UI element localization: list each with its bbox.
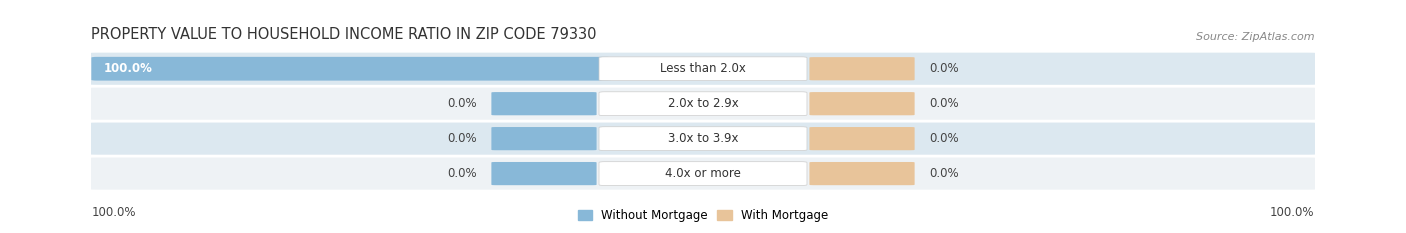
Text: 100.0%: 100.0%: [104, 62, 152, 75]
Legend: Without Mortgage, With Mortgage: Without Mortgage, With Mortgage: [574, 205, 832, 227]
Text: 0.0%: 0.0%: [929, 167, 959, 180]
FancyBboxPatch shape: [810, 57, 915, 80]
FancyBboxPatch shape: [491, 92, 596, 115]
FancyBboxPatch shape: [599, 57, 807, 81]
Text: 100.0%: 100.0%: [91, 206, 136, 219]
FancyBboxPatch shape: [599, 162, 807, 185]
Text: Source: ZipAtlas.com: Source: ZipAtlas.com: [1197, 32, 1315, 42]
FancyBboxPatch shape: [491, 127, 596, 150]
FancyBboxPatch shape: [86, 123, 1320, 155]
Text: PROPERTY VALUE TO HOUSEHOLD INCOME RATIO IN ZIP CODE 79330: PROPERTY VALUE TO HOUSEHOLD INCOME RATIO…: [91, 27, 598, 42]
FancyBboxPatch shape: [599, 92, 807, 116]
FancyBboxPatch shape: [86, 158, 1320, 190]
FancyBboxPatch shape: [810, 92, 915, 115]
FancyBboxPatch shape: [810, 162, 915, 185]
Text: 0.0%: 0.0%: [929, 132, 959, 145]
FancyBboxPatch shape: [91, 57, 612, 81]
FancyBboxPatch shape: [86, 88, 1320, 120]
Text: 0.0%: 0.0%: [929, 97, 959, 110]
Text: 0.0%: 0.0%: [929, 62, 959, 75]
Text: 4.0x or more: 4.0x or more: [665, 167, 741, 180]
FancyBboxPatch shape: [491, 162, 596, 185]
Text: Less than 2.0x: Less than 2.0x: [659, 62, 747, 75]
FancyBboxPatch shape: [86, 53, 1320, 85]
Text: 2.0x to 2.9x: 2.0x to 2.9x: [668, 97, 738, 110]
Text: 0.0%: 0.0%: [447, 97, 477, 110]
Text: 100.0%: 100.0%: [1270, 206, 1315, 219]
FancyBboxPatch shape: [810, 127, 915, 150]
Text: 0.0%: 0.0%: [447, 167, 477, 180]
Text: 3.0x to 3.9x: 3.0x to 3.9x: [668, 132, 738, 145]
FancyBboxPatch shape: [599, 127, 807, 151]
Text: 0.0%: 0.0%: [447, 132, 477, 145]
